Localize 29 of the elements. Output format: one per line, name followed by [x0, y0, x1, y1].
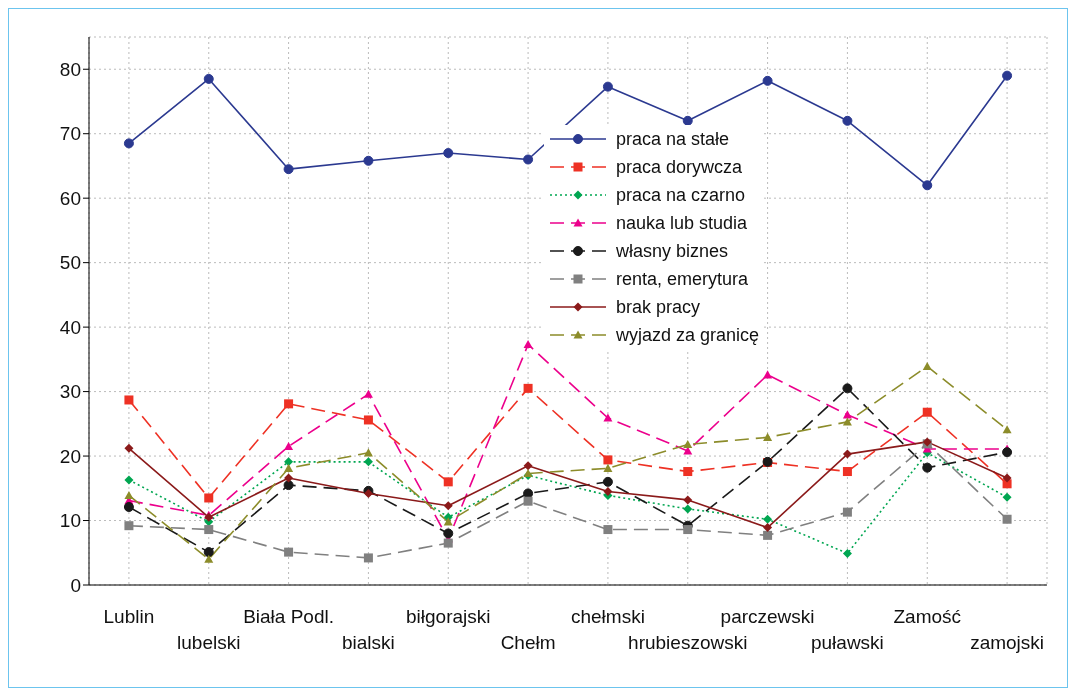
y-tick-label: 50 [59, 252, 81, 274]
legend-label: praca na czarno [616, 184, 746, 207]
x-tick-label: puławski [810, 632, 884, 653]
x-tick-label: biłgorajski [406, 606, 491, 627]
y-tick-label: 40 [59, 316, 81, 338]
x-tick-label: Lublin [103, 606, 155, 627]
y-tick-label: 30 [59, 381, 81, 403]
y-tick-label: 20 [59, 445, 81, 467]
legend-label: renta, emerytura [616, 268, 749, 291]
x-tick-label: zamojski [970, 632, 1045, 653]
y-tick-label: 0 [70, 574, 81, 596]
legend-label: praca na stałe [616, 128, 730, 151]
legend-label: wyjazd za granicę [616, 324, 760, 347]
x-tick-label: bialski [342, 632, 395, 653]
x-tick-label: parczewski [720, 606, 815, 627]
x-tick-label: hrubieszowski [628, 632, 748, 653]
x-tick-label: chełmski [570, 606, 645, 627]
x-tick-label: lubelski [177, 632, 241, 653]
legend-label: nauka lub studia [616, 212, 748, 235]
legend-label: własny biznes [616, 240, 729, 263]
y-tick-label: 70 [59, 123, 81, 145]
x-tick-label: Chełm [500, 632, 556, 653]
legend-label: praca dorywcza [616, 156, 743, 179]
y-tick-label: 80 [59, 58, 81, 80]
x-tick-label: Biała Podl. [243, 606, 335, 627]
x-tick-label: Zamość [893, 606, 962, 627]
legend-label: brak pracy [616, 296, 701, 319]
y-tick-label: 60 [59, 187, 81, 209]
y-tick-label: 10 [59, 510, 81, 532]
